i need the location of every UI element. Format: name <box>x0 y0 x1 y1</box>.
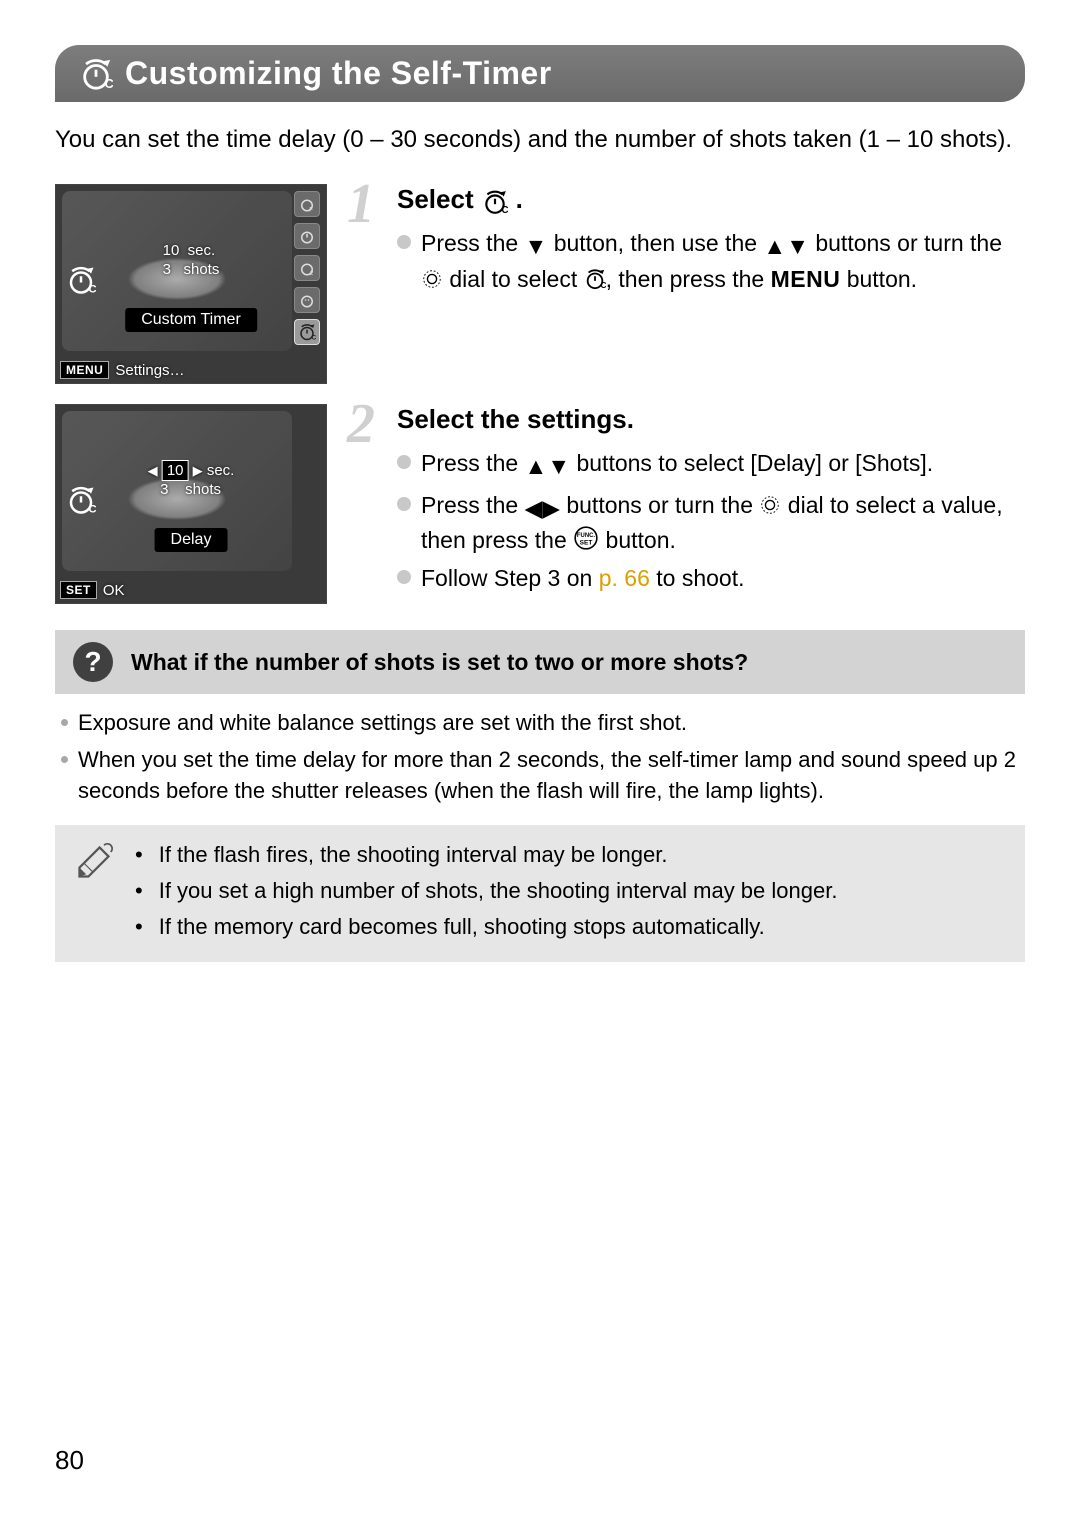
step-number: 2 <box>347 392 375 456</box>
instruction-bullet: Follow Step 3 on p. 66 to shoot. <box>397 562 1025 594</box>
question-heading: What if the number of shots is set to tw… <box>131 649 748 676</box>
self-timer-c-icon <box>66 265 96 300</box>
self-timer-c-icon <box>66 485 96 520</box>
step-body: Press the ▲▼ buttons to select [Delay] o… <box>397 447 1025 594</box>
self-timer-c-icon <box>482 184 508 215</box>
delay-value: 10 <box>163 242 180 259</box>
shots-value: 3 <box>163 261 171 278</box>
shots-unit: shots <box>185 481 221 498</box>
step-heading: Select the settings. <box>397 404 1025 435</box>
delay-value: 10 <box>162 460 189 481</box>
mode-label: Delay <box>155 528 228 552</box>
note-item: If you set a high number of shots, the s… <box>135 875 837 907</box>
svg-text:2: 2 <box>310 271 314 277</box>
steps-container: 10 sec. 3 shots Custom Timer F 2 MENU Se… <box>55 184 1025 604</box>
note-item: If the memory card becomes full, shootin… <box>135 911 837 943</box>
shots-unit: shots <box>184 261 220 278</box>
func-set-icon <box>573 525 599 551</box>
page-title: Customizing the Self-Timer <box>125 55 552 92</box>
timer-face-icon <box>294 287 320 313</box>
question-mark-icon: ? <box>73 642 113 682</box>
menu-button-label: MENU <box>771 266 841 292</box>
intro-text: You can set the time delay (0 – 30 secon… <box>55 124 1025 156</box>
timer-2s-icon: 2 <box>294 255 320 281</box>
instruction-bullet: Press the ▲▼ buttons to select [Delay] o… <box>397 447 1025 482</box>
svg-text:F: F <box>309 208 313 214</box>
control-dial-icon <box>421 268 443 290</box>
note-box: If the flash fires, the shooting interva… <box>55 825 1025 963</box>
step-2: ◀ 10 ▶ sec. 3 shots Delay SET OK 2 Selec… <box>55 404 1025 604</box>
timer-custom-icon <box>294 319 320 345</box>
title-bar: Customizing the Self-Timer <box>55 45 1025 102</box>
question-item: Exposure and white balance settings are … <box>61 708 1025 739</box>
set-button-icon: SET <box>60 581 97 599</box>
side-menu: F 2 <box>294 191 322 345</box>
pencil-icon <box>75 843 113 886</box>
menu-button-icon: MENU <box>60 361 109 379</box>
question-box: ? What if the number of shots is set to … <box>55 630 1025 806</box>
note-list: If the flash fires, the shooting interva… <box>135 839 837 947</box>
delay-unit: sec. <box>188 242 216 259</box>
page-number: 80 <box>55 1445 84 1476</box>
step-body: Press the ▼ button, then use the ▲▼ butt… <box>397 227 1025 294</box>
shots-value: 3 <box>160 481 168 498</box>
screenshot-2: ◀ 10 ▶ sec. 3 shots Delay SET OK <box>55 404 327 604</box>
mode-label: Custom Timer <box>125 308 257 332</box>
step-1: 10 sec. 3 shots Custom Timer F 2 MENU Se… <box>55 184 1025 384</box>
self-timer-c-icon <box>79 57 113 91</box>
bottom-text: Settings… <box>115 362 184 379</box>
page-reference-link[interactable]: p. 66 <box>599 565 650 591</box>
screenshot-1: 10 sec. 3 shots Custom Timer F 2 MENU Se… <box>55 184 327 384</box>
step-number: 1 <box>347 172 375 236</box>
control-dial-icon <box>759 494 781 516</box>
instruction-bullet: Press the ◀▶ buttons or turn the dial to… <box>397 489 1025 556</box>
timer-10s-icon <box>294 223 320 249</box>
question-item: When you set the time delay for more tha… <box>61 745 1025 807</box>
question-header: ? What if the number of shots is set to … <box>55 630 1025 694</box>
step-heading: Select . <box>397 184 1025 215</box>
instruction-bullet: Press the ▼ button, then use the ▲▼ butt… <box>397 227 1025 294</box>
timer-off-icon: F <box>294 191 320 217</box>
note-item: If the flash fires, the shooting interva… <box>135 839 837 871</box>
question-list: Exposure and white balance settings are … <box>55 708 1025 806</box>
self-timer-c-icon <box>584 268 606 290</box>
bottom-text: OK <box>103 582 125 599</box>
delay-unit: sec. <box>207 462 235 479</box>
